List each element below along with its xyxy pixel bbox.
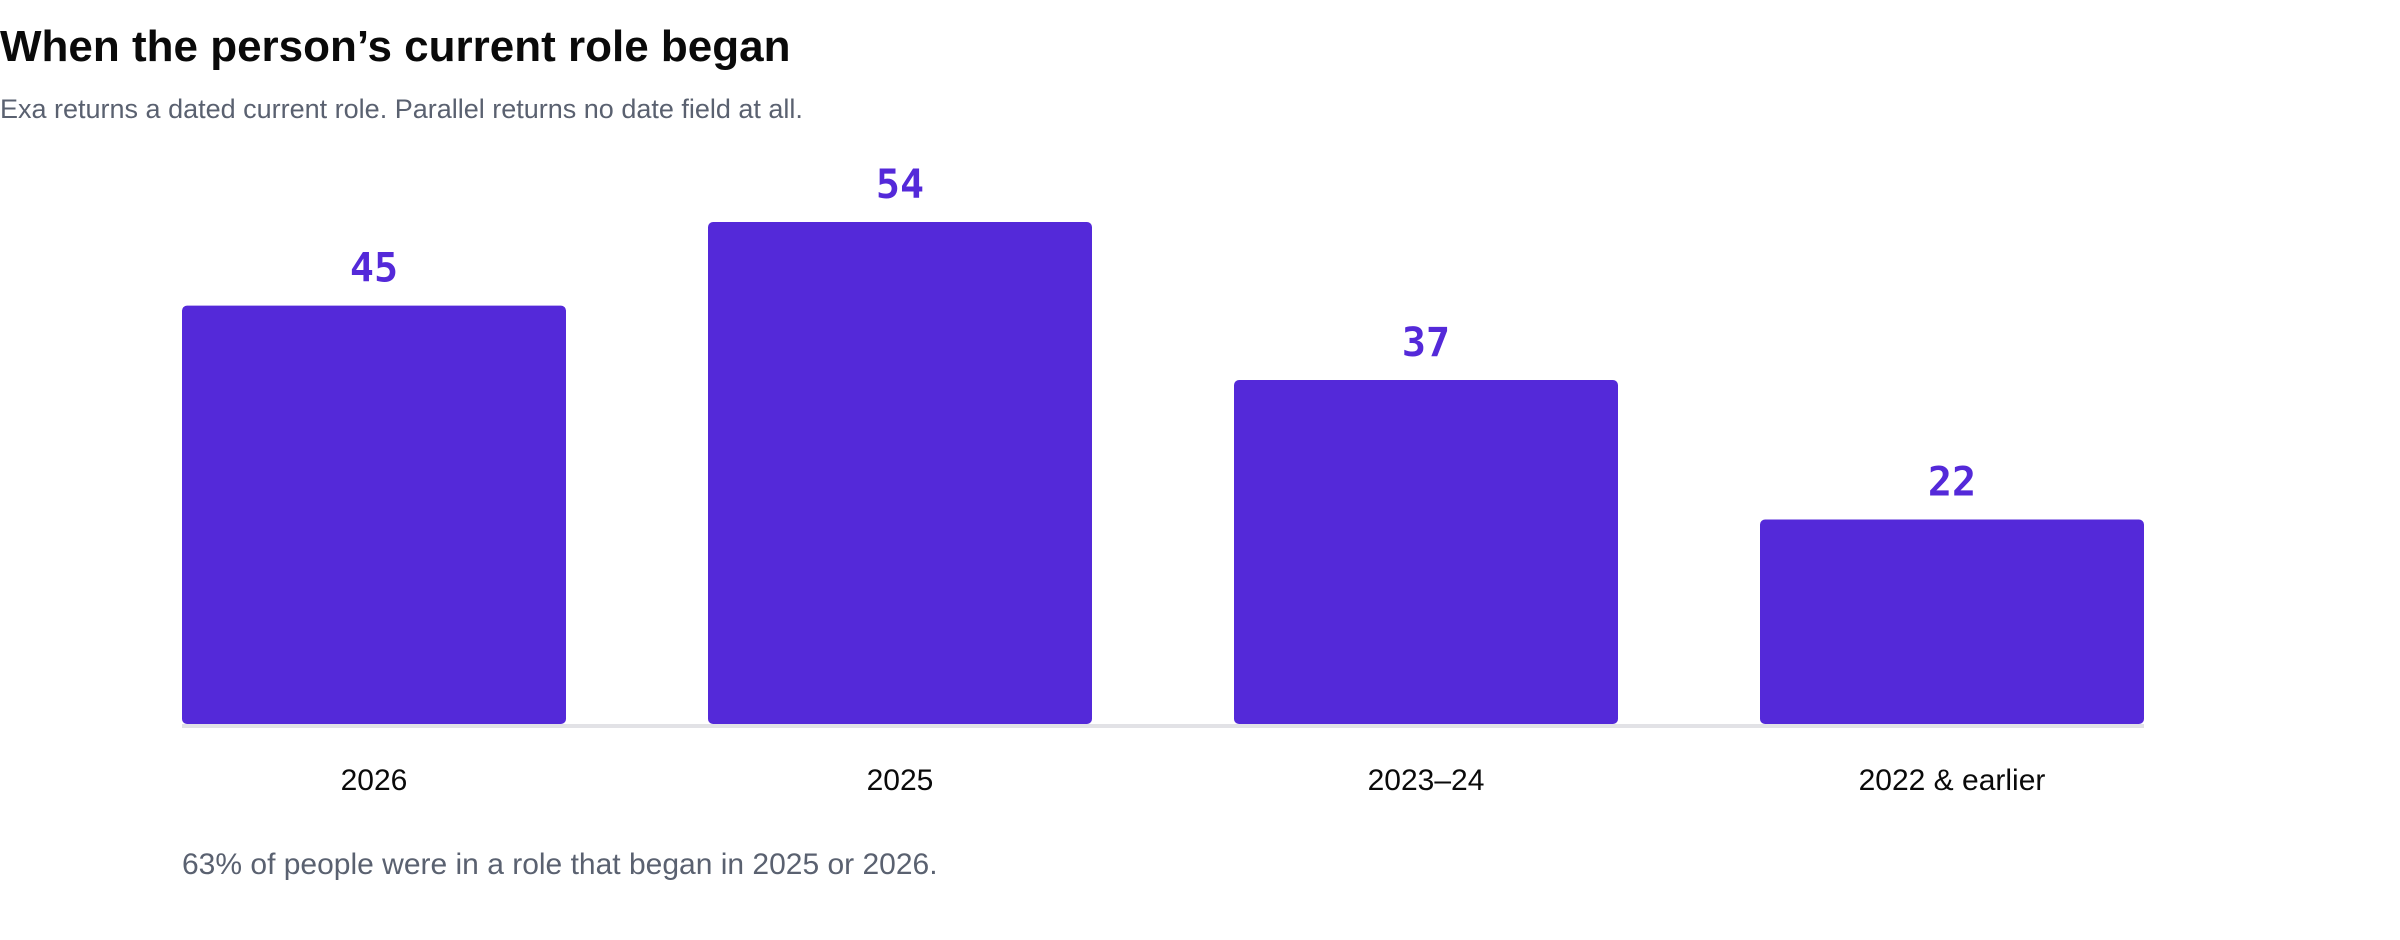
bar xyxy=(1234,380,1618,724)
bars-layer xyxy=(182,222,2144,724)
bar-value-label: 22 xyxy=(1928,459,1976,505)
bar-value-label: 45 xyxy=(350,246,398,292)
chart-subtitle: Exa returns a dated current role. Parall… xyxy=(0,94,803,124)
tick-labels-layer: 2026 2025 2023–24 2022 & earlier xyxy=(341,764,2046,797)
bar xyxy=(182,305,566,724)
value-labels-layer: 45 54 37 22 xyxy=(350,162,1976,505)
x-tick-label: 2025 xyxy=(867,764,934,797)
bar xyxy=(708,222,1092,724)
bar-value-label: 54 xyxy=(876,162,924,208)
bar-value-label: 37 xyxy=(1402,320,1450,366)
bar xyxy=(1760,519,2144,724)
x-tick-label: 2023–24 xyxy=(1368,764,1485,797)
x-tick-label: 2026 xyxy=(341,764,408,797)
chart-footnote: 63% of people were in a role that began … xyxy=(182,848,938,881)
chart-title: When the person’s current role began xyxy=(0,22,791,71)
x-tick-label: 2022 & earlier xyxy=(1859,764,2046,797)
